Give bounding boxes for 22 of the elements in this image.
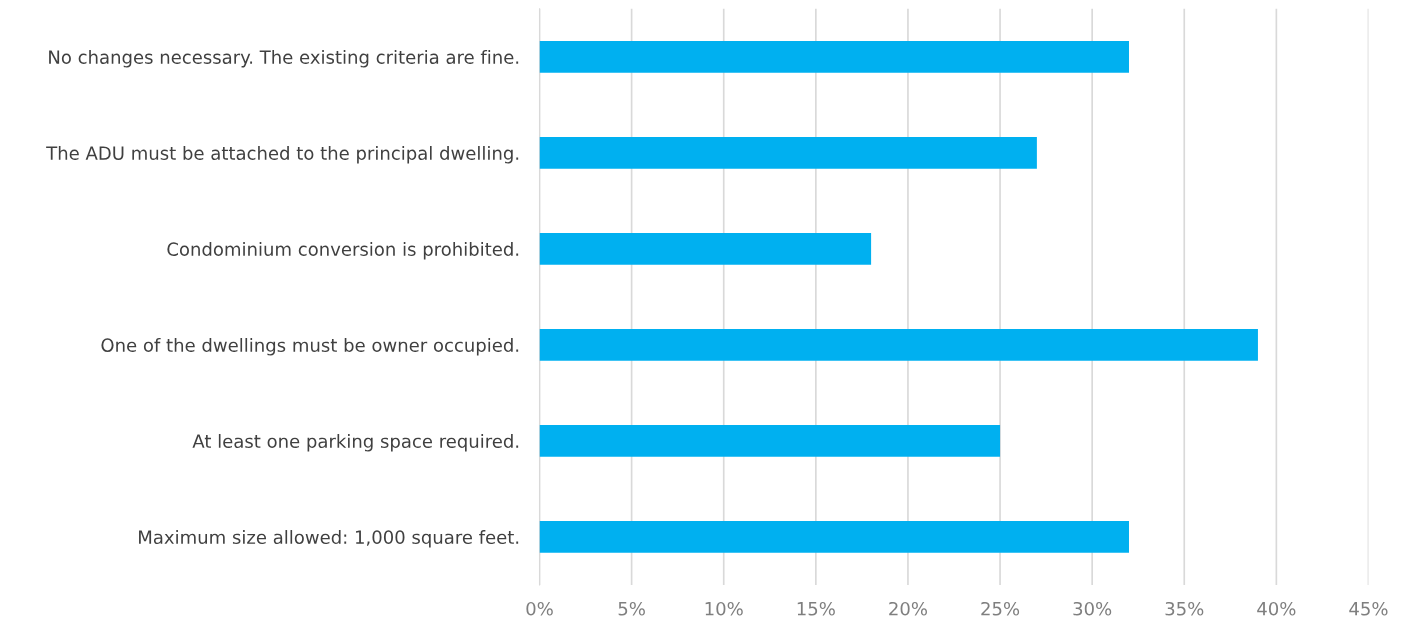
- x-tick-label: 45%: [1349, 601, 1388, 616]
- bar: [539, 425, 1001, 457]
- bar: [539, 137, 1037, 169]
- x-tick-label: 10%: [705, 601, 743, 616]
- x-tick-label: 0%: [526, 601, 553, 616]
- y-tick-label: At least one parking space required.: [192, 434, 519, 452]
- y-tick-label: One of the dwellings must be owner occupied.: [101, 338, 519, 356]
- bar: [539, 329, 1258, 361]
- y-tick-label: No changes necessary. The existing criteria are fine.: [49, 50, 519, 68]
- bar: [539, 521, 1129, 553]
- x-tick-label: 35%: [1165, 601, 1204, 616]
- y-tick-label: Maximum size allowed: 1,000 square feet.: [139, 530, 519, 548]
- x-tick-label: 30%: [1073, 601, 1112, 616]
- x-tick-label: 15%: [797, 601, 835, 616]
- y-tick-label: The ADU must be attached to the principal dwelling.: [46, 146, 519, 164]
- bar: [539, 233, 872, 265]
- bar: [539, 41, 1129, 73]
- x-tick-label: 40%: [1257, 601, 1296, 616]
- y-tick-label: Condominium conversion is prohibited.: [167, 242, 519, 260]
- x-tick-label: 5%: [618, 601, 645, 616]
- x-tick-label: 25%: [981, 601, 1020, 616]
- x-tick-label: 20%: [889, 601, 928, 616]
